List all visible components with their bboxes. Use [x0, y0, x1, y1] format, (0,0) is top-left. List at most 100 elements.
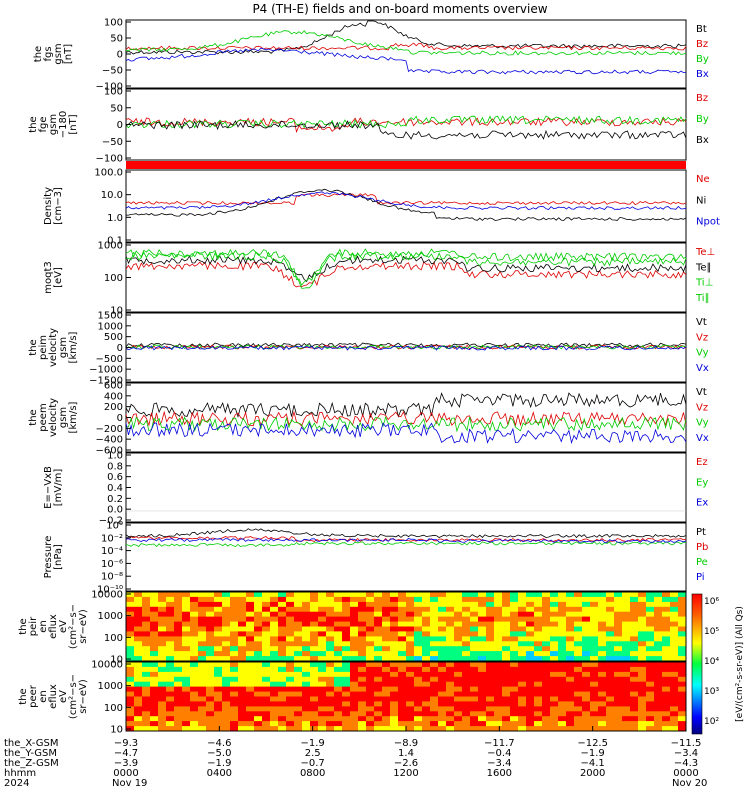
- temp-legend-0: Te⊥: [695, 247, 715, 258]
- svg-text:gsm: gsm: [53, 43, 64, 64]
- svg-text:peer: peer: [28, 684, 39, 708]
- svg-text:[cm−3]: [cm−3]: [53, 187, 64, 225]
- xaxis-tick-label-4-2: −3.4: [487, 758, 511, 769]
- pressure-legend-1: Pb: [696, 542, 708, 553]
- figure-title: P4 (TH-E) fields and on-board moments ov…: [252, 2, 547, 16]
- peem-series-1: [125, 410, 687, 427]
- pressure-ytick-label-3: 10⁻⁶: [101, 559, 123, 570]
- fge-ytick-label-4: −100: [96, 154, 123, 165]
- peem-ytick-label-6: −600: [96, 446, 123, 457]
- xaxis-tick-label-3-3: 1200: [393, 768, 418, 779]
- density-axes: [125, 169, 687, 243]
- pressure-ylabel: Pressure [nPa]: [43, 536, 64, 579]
- fgs-ytick-label-0: 100: [104, 18, 123, 29]
- peer-spectrogram: [126, 662, 687, 732]
- fgs-series-2: [125, 30, 687, 56]
- xaxis-tick-label-0-4: Nov 19: [112, 778, 147, 789]
- peem-ytick-label-1: 400: [104, 391, 123, 402]
- peim-legend-0: Vt: [696, 317, 707, 328]
- svg-text:peem: peem: [38, 403, 49, 431]
- fgs-series-1: [125, 42, 687, 51]
- fge-ylabel: the fge gsm −180 [nT]: [28, 111, 79, 138]
- peir-ytick-label-0: 10000: [91, 590, 123, 601]
- peim-legend-2: Vy: [696, 348, 709, 359]
- peir-ylabel: the peir en eflux eV (cm²−s− sr−eV): [18, 604, 89, 649]
- density-ytick-label-1: 10.0: [101, 190, 123, 201]
- svg-text:sr−eV): sr−eV): [78, 609, 89, 644]
- temp-legend-3: Ti∥: [695, 293, 710, 304]
- pressure-ytick-label-2: 10⁻⁴: [101, 546, 123, 557]
- svg-text:Pressure: Pressure: [43, 536, 54, 579]
- svg-text:[nT]: [nT]: [63, 44, 74, 64]
- peim-ylabel: the peim velocity gsm [km/s]: [28, 328, 79, 367]
- peim-ytick-label-5: −1000: [89, 365, 123, 376]
- xaxis-row-label-3: hhmm: [4, 768, 36, 779]
- fge-series-1: [125, 115, 687, 129]
- efield-ytick-label-6: −0.2: [99, 516, 123, 527]
- svg-text:[nPa]: [nPa]: [53, 544, 64, 570]
- xaxis-tick-label-2-1: 2.5: [305, 748, 321, 759]
- temp-series-0: [125, 260, 687, 288]
- xaxis-tick-label-2-2: −0.7: [301, 758, 325, 769]
- xaxis-tick-label-2-0: −1.9: [301, 738, 325, 749]
- svg-text:[km/s]: [km/s]: [68, 331, 79, 363]
- fge-ytick-label-1: 50: [110, 103, 123, 114]
- temp-legend-2: Ti⊥: [695, 278, 713, 289]
- xaxis-tick-label-2-3: 0800: [300, 768, 325, 779]
- efield-ytick-label-4: 0.2: [107, 494, 123, 505]
- xaxis-row-label-4: 2024: [4, 778, 29, 789]
- svg-text:the: the: [28, 339, 39, 355]
- separator-bar: [126, 161, 686, 169]
- peer-ylabel: the peer en eflux eV (cm²−s− sr−eV): [18, 674, 89, 719]
- efield-legend-1: Ey: [696, 477, 708, 488]
- colorbar-tick-4: 10²: [704, 717, 719, 727]
- svg-text:the: the: [18, 688, 29, 704]
- pressure-ytick-label-1: 10⁻²: [101, 533, 123, 544]
- peim-ytick-label-0: 1500: [98, 311, 123, 322]
- colorbar-tick-3: 10³: [704, 687, 719, 697]
- svg-text:(cm²−s−: (cm²−s−: [68, 674, 79, 719]
- fge-ytick-label-0: 100: [104, 87, 123, 98]
- svg-text:peir: peir: [28, 616, 39, 636]
- xaxis-tick-label-6-4: Nov 20: [672, 778, 707, 789]
- xaxis-row-label-2: the_Z-GSM: [4, 758, 59, 769]
- fgs-series-0: [125, 20, 687, 55]
- svg-text:(cm²−s−: (cm²−s−: [68, 604, 79, 649]
- xaxis-tick-label-6-3: 0000: [673, 768, 698, 779]
- xaxis-tick-label-1-0: −4.6: [207, 738, 231, 749]
- svg-text:−180: −180: [58, 111, 69, 138]
- svg-text:the: the: [28, 116, 39, 132]
- svg-text:en: en: [38, 620, 49, 633]
- svg-text:gsm: gsm: [58, 407, 69, 428]
- svg-text:eV: eV: [58, 620, 69, 633]
- pressure-series-0: [125, 528, 687, 539]
- peem-series-3: [125, 422, 687, 445]
- pressure-series-3: [125, 538, 687, 543]
- svg-text:eflux: eflux: [48, 614, 59, 639]
- xaxis-tick-label-5-0: −12.5: [577, 738, 608, 749]
- fge-series-0: [125, 117, 687, 134]
- xaxis-tick-label-4-1: −0.4: [487, 748, 511, 759]
- fgs-legend-0: Bt: [696, 24, 707, 35]
- density-legend-1: Ni: [696, 195, 706, 206]
- svg-text:the: the: [28, 409, 39, 425]
- xaxis-tick-label-3-1: 1.4: [398, 748, 414, 759]
- xaxis-tick-label-3-0: −8.9: [394, 738, 418, 749]
- fgs-series-3: [125, 47, 687, 75]
- svg-text:fgs: fgs: [43, 46, 54, 61]
- peim-ytick-label-3: 0: [117, 343, 123, 354]
- xaxis-tick-label-4-3: 1600: [487, 768, 512, 779]
- xaxis-tick-label-4-0: −11.7: [484, 738, 515, 749]
- peem-ytick-label-4: −200: [96, 424, 123, 435]
- colorbar-tick-0: 10⁶: [704, 597, 719, 607]
- xaxis-tick-label-6-1: −3.4: [674, 748, 698, 759]
- svg-text:peim: peim: [38, 335, 49, 360]
- svg-text:en: en: [38, 690, 49, 703]
- svg-text:E=−VxB: E=−VxB: [43, 466, 54, 509]
- peim-ytick-label-6: −1500: [89, 376, 123, 387]
- svg-text:[eV]: [eV]: [53, 267, 64, 288]
- temp-ylabel: moqt3 [eV]: [43, 261, 64, 294]
- peem-ytick-label-3: 0: [117, 413, 123, 424]
- peem-legend-2: Vy: [696, 418, 709, 429]
- xaxis-tick-label-3-2: −2.6: [394, 758, 418, 769]
